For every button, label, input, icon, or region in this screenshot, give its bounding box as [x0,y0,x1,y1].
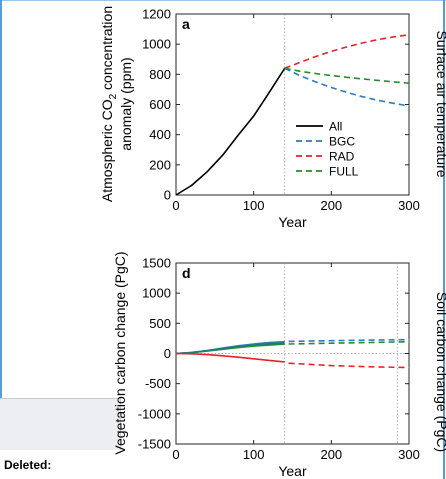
panel-a-series-bgc-dashed [284,67,410,107]
panel-a-xtick-label: 0 [172,198,179,213]
window-top-border [0,0,446,1]
panel-d-ytick-label: -1500 [138,437,171,452]
legend-label-full: FULL [329,165,359,179]
panel-a-xtick-label: 200 [320,198,342,213]
panel-a-panel-letter: a [182,16,190,32]
panel-d-xtick-label: 300 [398,447,420,462]
comment-balloon[interactable] [0,398,121,450]
panel-d-xtick-label: 100 [243,447,265,462]
panel-d-series-rad-dashed [288,362,410,369]
panel-d-right-axis-label: Soil carbon change (PgC) [434,292,446,452]
panel-a-y-axis-label-line2: anomaly (ppm) [118,57,134,150]
legend-label-bgc: BGC [329,135,355,149]
panel-d-ytick-label: 0 [164,346,171,361]
panel-d-series-bgc-dashed [288,338,410,343]
window-right-border [443,0,445,479]
panel-d-panel-letter: d [182,265,191,281]
panel-d-ytick-label: -500 [145,376,171,391]
panel-d-ytick-label: 500 [149,316,171,331]
deleted-label: Deleted: [4,458,52,472]
panel-a-series-rad-dashed [284,34,410,70]
panel-d-ytick-label: -1000 [138,406,171,421]
panel-a-chart: 0 200 400 600 800 1000 1200 0 100 200 300 Year a Atmo… [99,6,446,230]
panel-a-ytick-label: 400 [149,127,171,142]
panel-d-ytick-label: 1000 [142,286,171,301]
panel-a-ytick-label: 600 [149,97,171,112]
panel-d-xtick-label: 0 [172,447,179,462]
panel-a-x-axis-label: Year [278,214,307,230]
panel-a-series-all-solid [175,67,286,196]
legend-label-rad: RAD [329,150,355,164]
panel-d-ytick-label: 1500 [142,256,171,271]
panel-d-series-rad-solid [175,352,285,363]
legend-label-all: All [329,120,342,134]
panel-a-xtick-label: 100 [243,198,265,213]
panel-a-xtick-label: 300 [398,198,420,213]
panel-a-ytick-label: 200 [149,157,171,172]
panel-d-y-axis-label: Vegetation carbon change (PgC) [112,251,128,454]
panel-a-ytick-label: 1000 [142,37,171,52]
panel-d-xtick-label: 200 [320,447,342,462]
panel-a-series-full-dashed [284,67,410,84]
panel-a-right-axis-label: Surface air temperature [434,30,446,177]
window-left-border [0,0,2,449]
panel-d-chart: -1500 -1000 -500 0 500 1000 1500 0 100 200 300 Year… [112,251,446,479]
panel-a-ytick-label: 800 [149,67,171,82]
panel-d-x-axis-label: Year [278,463,307,479]
panel-d-series-full-dashed [288,340,410,345]
panel-d-series-veg_teal-solid [175,342,285,355]
panel-a-y-axis-label-line1: Atmospheric CO2 concentration [99,6,119,202]
panel-a-ytick-label: 0 [164,188,171,203]
panel-a-ytick-label: 1200 [142,7,171,22]
